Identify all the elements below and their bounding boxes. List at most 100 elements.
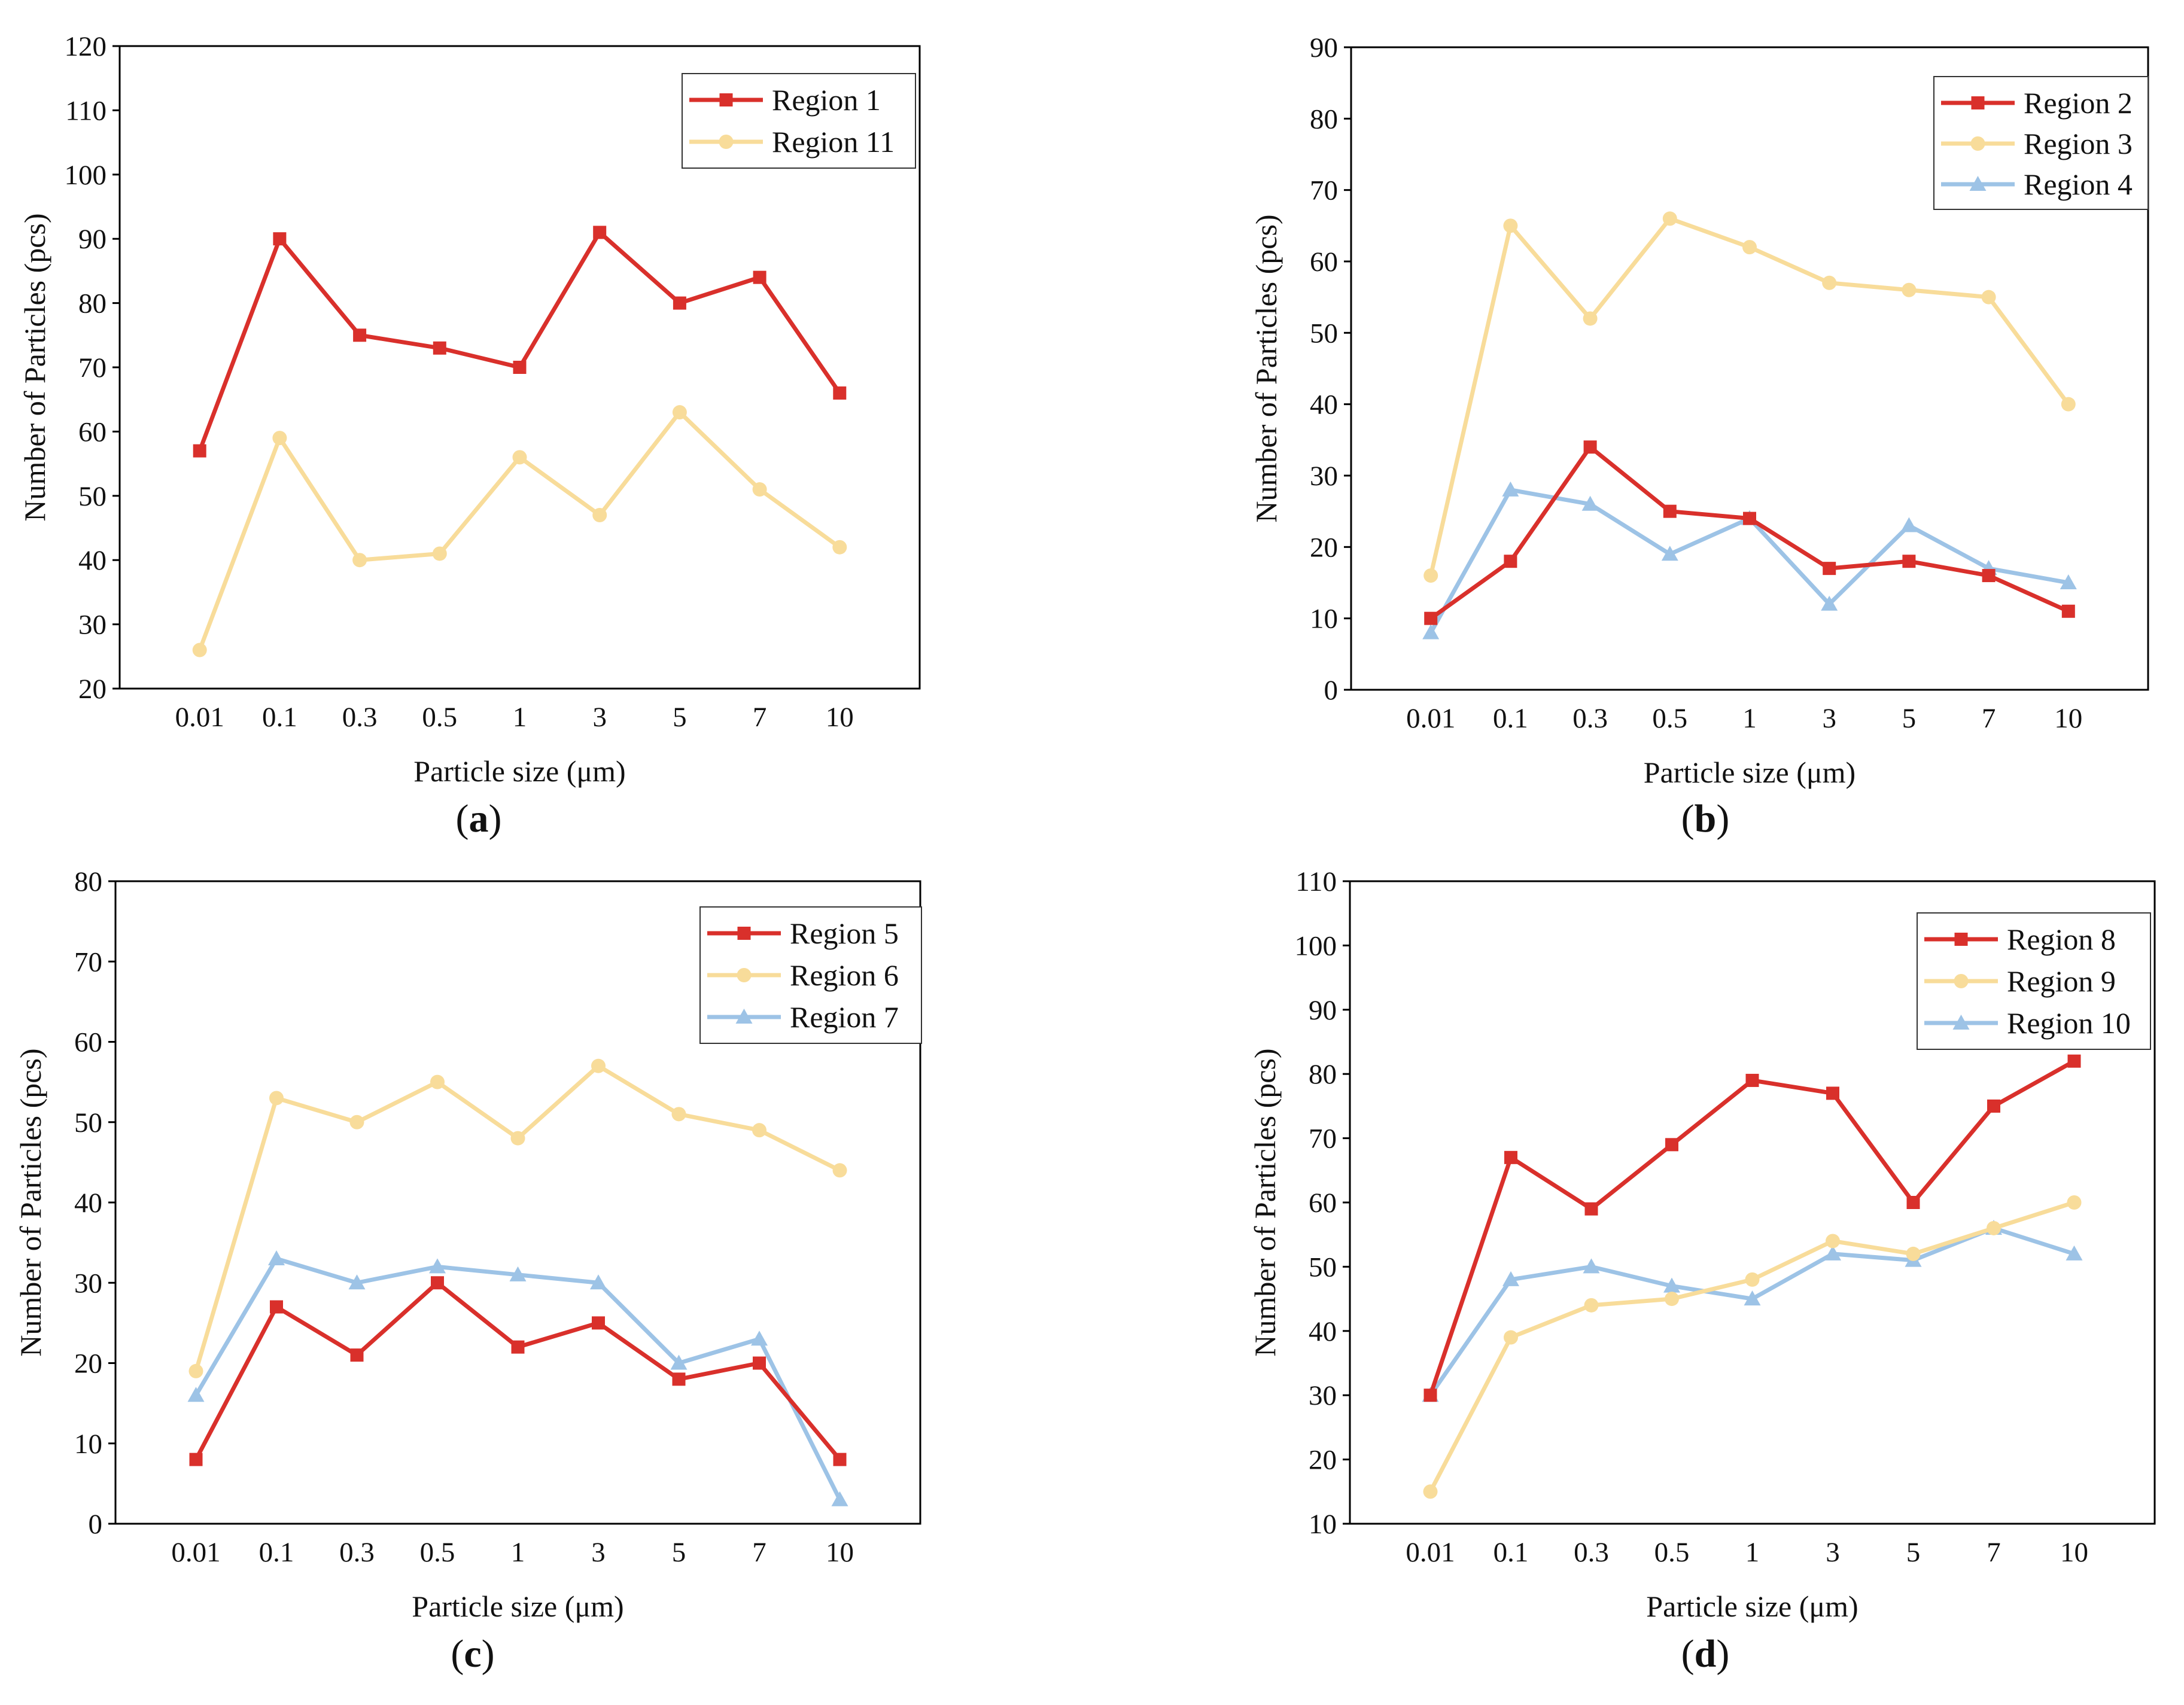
- data-point: [353, 328, 367, 342]
- y-tick-label: 20: [74, 1348, 102, 1380]
- data-point: [348, 1274, 366, 1290]
- data-point: [432, 546, 447, 561]
- data-point: [1663, 504, 1677, 518]
- data-point: [1981, 290, 1996, 305]
- data-point: [511, 1340, 525, 1354]
- data-point: [349, 1115, 364, 1129]
- data-point: [510, 1131, 525, 1146]
- legend-label: Region 9: [2007, 964, 2116, 998]
- chart-panel-a: 20 30 40 50 60 70 80 90 100 110 120 0.01 0.1 0.3 0.5 1 3…: [18, 31, 921, 841]
- legend: Region 1 Region 11: [682, 73, 916, 169]
- data-point: [429, 1258, 446, 1274]
- data-point: [433, 341, 446, 355]
- data-point: [1662, 211, 1677, 226]
- x-tick-label: 10: [826, 1537, 854, 1568]
- y-tick-label: 30: [1309, 1380, 1337, 1411]
- legend-label: Region 6: [790, 958, 899, 992]
- data-point: [752, 1123, 766, 1138]
- data-point: [1826, 1086, 1839, 1100]
- y-tick-label: 120: [65, 31, 107, 62]
- y-tick-label: 100: [1295, 930, 1337, 961]
- data-point: [1743, 512, 1756, 525]
- x-tick-label: 5: [1902, 703, 1917, 734]
- x-tick-label: 0.01: [175, 702, 224, 733]
- data-point: [272, 431, 287, 446]
- data-point: [1423, 1484, 1438, 1499]
- data-point: [1823, 562, 1836, 576]
- series-line: [1428, 1059, 2076, 1396]
- legend-label: Region 5: [790, 917, 899, 950]
- x-tick-label: 7: [752, 1537, 766, 1568]
- x-tick-label: 3: [1822, 703, 1836, 734]
- series-line: [1428, 1226, 2075, 1397]
- x-tick-label: 7: [753, 702, 767, 733]
- data-point: [189, 1453, 203, 1466]
- data-point: [1822, 275, 1837, 290]
- data-point: [431, 1276, 444, 1290]
- data-point: [751, 1330, 768, 1346]
- data-point: [752, 482, 767, 497]
- data-point: [833, 1453, 847, 1466]
- y-tick-label: 20: [1310, 532, 1338, 563]
- chart-panel-d: 10 20 30 40 50 60 70 80 90 100 110 0.01 0.1 0.3 0.5 1 3 5…: [1248, 866, 2156, 1676]
- y-tick-label: 70: [74, 946, 102, 978]
- y-axis-title: Number of Particles (pcs): [18, 213, 51, 521]
- data-point: [1902, 282, 1917, 297]
- y-tick-label: 110: [65, 95, 107, 126]
- legend: Region 5 Region 6 Region 7: [699, 906, 922, 1044]
- data-point: [1902, 555, 1916, 568]
- y-tick-label: 100: [65, 160, 107, 191]
- data-point: [1583, 1258, 1600, 1274]
- data-point: [192, 643, 207, 657]
- y-axis-title: Number of Particles (pcs): [1248, 1048, 1282, 1356]
- series-region-5: [189, 1276, 847, 1466]
- x-axis-title: Particle size (μm): [413, 754, 625, 788]
- data-point: [273, 232, 287, 246]
- data-point: [2061, 604, 2075, 618]
- data-point: [1583, 311, 1598, 326]
- y-tick-label: 10: [74, 1429, 102, 1460]
- x-axis-title: Particle size (μm): [1644, 756, 1856, 789]
- legend-swatch-marker: [1954, 933, 1968, 946]
- legend-swatch-marker: [735, 1009, 753, 1024]
- data-point: [268, 1250, 285, 1265]
- data-point: [513, 361, 527, 374]
- x-tick-label: 0.5: [422, 702, 457, 733]
- data-point: [2060, 574, 2077, 589]
- series-region-10: [1422, 1219, 2083, 1402]
- x-tick-label: 5: [1906, 1537, 1921, 1568]
- x-tick-label: 0.1: [1493, 1537, 1529, 1568]
- data-point: [193, 444, 206, 458]
- series-line: [194, 1256, 842, 1501]
- x-tick-label: 3: [591, 1537, 606, 1568]
- data-point: [831, 1491, 848, 1506]
- data-point: [1663, 1277, 1680, 1293]
- y-tick-label: 80: [78, 288, 107, 319]
- y-tick-label: 40: [74, 1188, 102, 1219]
- data-point: [1503, 218, 1518, 233]
- legend-swatch-marker: [1952, 1015, 1970, 1030]
- y-tick-label: 90: [1310, 32, 1338, 63]
- y-tick-label: 80: [1310, 103, 1338, 135]
- legend-swatch-marker: [737, 968, 752, 982]
- y-axis-title: Number of Particles (pcs): [1249, 214, 1283, 522]
- x-tick-label: 1: [1742, 703, 1757, 734]
- y-tick-label: 20: [78, 674, 107, 705]
- data-point: [1824, 1245, 1841, 1261]
- y-tick-label: 40: [1310, 389, 1338, 421]
- series-region-8: [1423, 1054, 2081, 1402]
- data-point: [1502, 1271, 1519, 1286]
- y-tick-label: 70: [1310, 175, 1338, 206]
- x-tick-label: 10: [2054, 703, 2082, 734]
- chart-panel-b: 0 10 20 30 40 50 60 70 80 90 0.01 0.1 0.3 0.5 1 3 5 7 10 Pa…: [1249, 32, 2149, 841]
- legend-label: Region 11: [772, 125, 895, 159]
- data-point: [590, 1274, 607, 1290]
- legend-swatch-marker: [1971, 96, 1985, 109]
- data-point: [832, 540, 847, 555]
- legend-label: Region 2: [2024, 86, 2133, 120]
- panel-label: (b): [1681, 797, 1730, 841]
- data-point: [1665, 1138, 1678, 1152]
- data-point: [2067, 1195, 2082, 1210]
- data-point: [1583, 440, 1597, 454]
